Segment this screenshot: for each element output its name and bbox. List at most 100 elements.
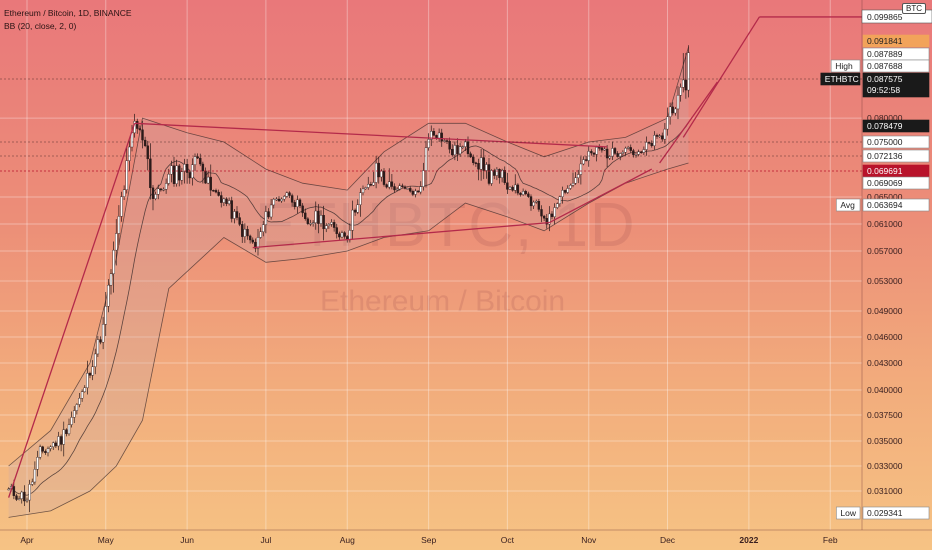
- candle-up: [461, 146, 464, 148]
- candle-up: [96, 339, 100, 355]
- candle-up: [579, 163, 583, 175]
- candle-up: [259, 231, 262, 238]
- candle-down: [353, 209, 357, 213]
- bollinger-lower: [8, 162, 689, 518]
- indicator-label[interactable]: BB (20, close, 2, 0): [4, 21, 77, 31]
- candle-down: [445, 140, 449, 142]
- candle-up: [180, 171, 184, 181]
- candle-up: [120, 196, 123, 217]
- trendline: [659, 81, 718, 164]
- price-label: 0.075000: [867, 137, 903, 147]
- candle-up: [658, 135, 661, 137]
- candle-up: [653, 135, 656, 146]
- candle-down: [306, 218, 310, 224]
- candle-up: [94, 353, 97, 367]
- candle-up: [668, 106, 672, 118]
- trendline: [252, 221, 550, 249]
- candle-down: [393, 186, 396, 191]
- candle-up: [73, 410, 76, 418]
- candle-down: [214, 190, 218, 193]
- x-tick-label: 2022: [739, 535, 758, 545]
- candle-down: [343, 232, 346, 237]
- candle-down: [159, 188, 163, 191]
- price-label-box: [862, 34, 930, 48]
- candle-up: [521, 191, 525, 195]
- price-label: 0.072136: [867, 151, 903, 161]
- candle-up: [679, 87, 682, 96]
- candle-down: [241, 224, 244, 237]
- candle-down: [482, 157, 485, 171]
- candle-down: [647, 142, 651, 144]
- candle-up: [676, 95, 680, 110]
- candle-up: [311, 222, 315, 224]
- trendline: [682, 16, 760, 138]
- currency-badge[interactable]: BTC: [902, 3, 926, 14]
- candle-down: [288, 192, 291, 196]
- candle-down: [238, 217, 241, 225]
- candle-up: [330, 222, 333, 225]
- candle-up: [419, 186, 422, 193]
- y-tick-label: 0.031000: [867, 486, 903, 496]
- candle-up: [359, 192, 362, 205]
- candle-down: [472, 156, 475, 163]
- candle-up: [624, 147, 627, 153]
- candle-up: [372, 182, 375, 186]
- candle-up: [485, 164, 488, 171]
- candle-down: [537, 201, 541, 210]
- candle-up: [167, 173, 170, 184]
- candle-down: [317, 210, 320, 224]
- candle-up: [367, 184, 370, 188]
- candle-down: [684, 79, 688, 91]
- candle-down: [138, 128, 142, 130]
- candle-down: [493, 170, 496, 176]
- price-tag-box: [830, 59, 861, 73]
- candle-up: [104, 306, 107, 325]
- candle-up: [314, 210, 317, 223]
- candle-up: [57, 436, 60, 447]
- candle-up: [674, 108, 677, 114]
- candle-up: [7, 488, 10, 491]
- x-tick-label: Jun: [180, 535, 194, 545]
- price-label-box: [862, 506, 930, 520]
- candle-up: [595, 147, 598, 155]
- candle-up: [283, 196, 286, 200]
- candle-down: [671, 106, 674, 114]
- candle-down: [143, 139, 147, 146]
- candle-down: [540, 209, 543, 217]
- candle-up: [67, 424, 71, 435]
- candle-down: [212, 190, 215, 192]
- candle-down: [403, 186, 407, 189]
- candle-up: [666, 116, 669, 130]
- y-tick-label: 0.046000: [867, 332, 903, 342]
- candle-down: [99, 339, 102, 343]
- candle-down: [277, 198, 281, 202]
- candle-up: [115, 233, 118, 251]
- candle-up: [296, 199, 299, 208]
- candle-down: [41, 446, 44, 452]
- candle-up: [561, 190, 564, 197]
- candle-down: [503, 170, 506, 183]
- candle-down: [251, 239, 254, 243]
- x-tick-label: Dec: [660, 535, 676, 545]
- candle-up: [17, 498, 21, 500]
- candle-up: [490, 170, 493, 184]
- candle-up: [272, 199, 275, 206]
- candle-up: [28, 484, 31, 501]
- candle-up: [642, 149, 646, 153]
- candle-up: [621, 152, 625, 154]
- y-tick-label: 0.040000: [867, 385, 903, 395]
- price-tag-label: High: [835, 61, 853, 71]
- candle-up: [479, 157, 483, 170]
- candle-up: [319, 215, 323, 224]
- candle-up: [556, 203, 559, 208]
- candle-down: [474, 162, 478, 164]
- candle-down: [185, 164, 189, 173]
- candle-up: [264, 211, 268, 226]
- candle-up: [443, 140, 446, 142]
- price-label-box: [862, 198, 930, 212]
- candle-up: [663, 128, 667, 140]
- price-label: 0.063694: [867, 200, 903, 210]
- candle-down: [605, 148, 609, 159]
- candle-down: [146, 145, 149, 160]
